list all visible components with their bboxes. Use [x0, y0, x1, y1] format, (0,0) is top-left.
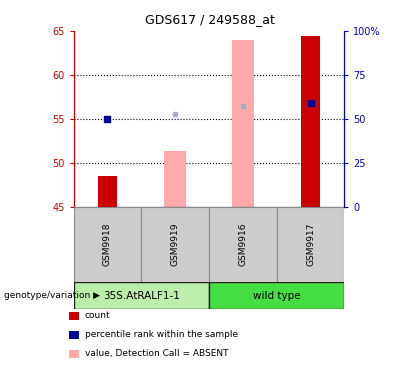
Bar: [301, 36, 320, 207]
Text: genotype/variation ▶: genotype/variation ▶: [4, 291, 100, 300]
Bar: [232, 40, 254, 207]
Bar: [209, 282, 344, 309]
Bar: [141, 207, 209, 282]
Bar: [164, 152, 186, 207]
Text: GSM9917: GSM9917: [306, 223, 315, 266]
Bar: [277, 207, 344, 282]
Bar: [74, 207, 141, 282]
Text: value, Detection Call = ABSENT: value, Detection Call = ABSENT: [85, 350, 228, 358]
Text: GDS617 / 249588_at: GDS617 / 249588_at: [145, 13, 275, 26]
Text: 35S.AtRALF1-1: 35S.AtRALF1-1: [103, 291, 180, 300]
Text: GSM9918: GSM9918: [103, 223, 112, 266]
Bar: [74, 282, 209, 309]
Text: percentile rank within the sample: percentile rank within the sample: [85, 330, 238, 339]
Text: wild type: wild type: [253, 291, 300, 300]
Text: GSM9916: GSM9916: [238, 223, 247, 266]
Text: count: count: [85, 311, 110, 320]
Text: GSM9919: GSM9919: [171, 223, 180, 266]
Bar: [98, 176, 117, 207]
Bar: [209, 207, 277, 282]
